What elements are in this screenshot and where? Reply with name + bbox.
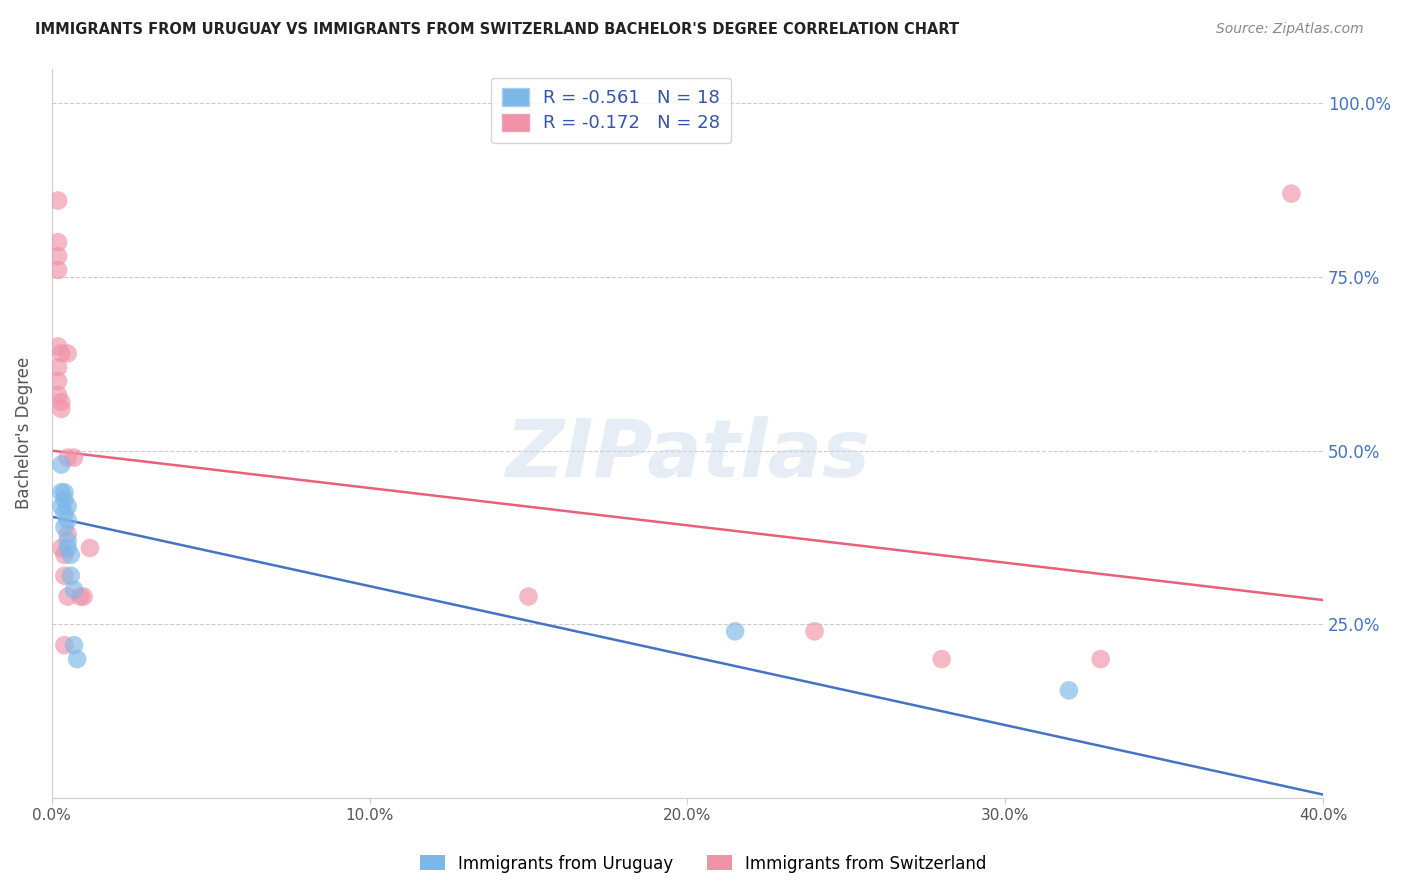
Point [46,374,69,388]
Text: IMMIGRANTS FROM URUGUAY VS IMMIGRANTS FROM SWITZERLAND BACHELOR'S DEGREE CORRELA: IMMIGRANTS FROM URUGUAY VS IMMIGRANTS FR… [35,22,959,37]
Point [53,485,76,500]
Point [46,249,69,263]
Point [59,568,82,582]
Point [1090,652,1112,666]
Point [72,590,94,604]
Point [63,450,86,465]
Point [53,520,76,534]
Point [56,513,79,527]
Point [56,590,79,604]
Point [56,533,79,548]
Point [51,395,73,409]
Point [46,360,69,375]
Point [63,638,86,652]
Point [931,652,953,666]
Point [53,568,76,582]
Legend: R = -0.561   N = 18, R = -0.172   N = 28: R = -0.561 N = 18, R = -0.172 N = 28 [491,78,731,143]
Point [59,548,82,562]
Point [1279,186,1302,201]
Point [1057,683,1080,698]
Point [803,624,825,639]
Point [51,401,73,416]
Point [46,339,69,353]
Point [53,638,76,652]
Point [517,590,540,604]
Point [724,624,747,639]
Y-axis label: Bachelor's Degree: Bachelor's Degree [15,357,32,509]
Point [53,548,76,562]
Point [56,346,79,360]
Text: Source: ZipAtlas.com: Source: ZipAtlas.com [1216,22,1364,37]
Point [46,388,69,402]
Point [63,582,86,597]
Point [46,194,69,208]
Point [56,500,79,514]
Point [51,346,73,360]
Point [66,652,89,666]
Point [56,527,79,541]
Point [51,541,73,555]
Point [56,541,79,555]
Point [51,500,73,514]
Point [79,541,101,555]
Point [46,263,69,277]
Point [69,590,91,604]
Point [51,458,73,472]
Point [56,450,79,465]
Text: ZIPatlas: ZIPatlas [505,417,870,494]
Legend: Immigrants from Uruguay, Immigrants from Switzerland: Immigrants from Uruguay, Immigrants from… [413,848,993,880]
Point [46,235,69,250]
Point [53,506,76,520]
Point [51,485,73,500]
Point [53,492,76,507]
